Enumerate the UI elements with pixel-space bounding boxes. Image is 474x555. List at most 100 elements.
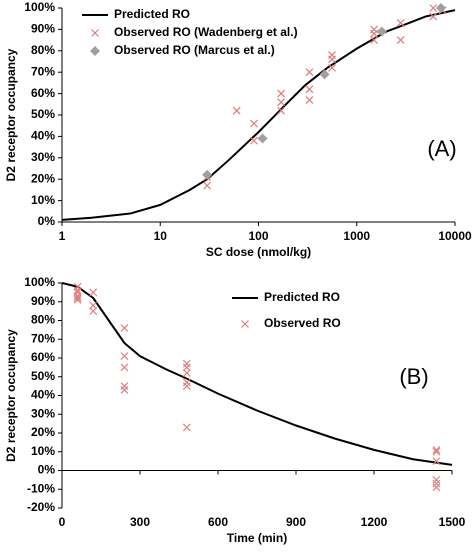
x-tick-label: 600 bbox=[208, 515, 228, 529]
data-point bbox=[202, 169, 213, 180]
data-point bbox=[120, 352, 129, 361]
data-point bbox=[429, 12, 438, 21]
data-point bbox=[182, 363, 191, 372]
y-tick-label: 60% bbox=[31, 86, 55, 100]
data-point bbox=[203, 181, 212, 190]
x-tick-label: 1000 bbox=[343, 229, 370, 243]
data-point bbox=[432, 483, 441, 492]
y-tick-label: 0% bbox=[38, 463, 56, 477]
data-point bbox=[305, 68, 314, 77]
y-tick-label: -20% bbox=[27, 500, 55, 514]
data-point bbox=[328, 63, 336, 72]
data-point bbox=[370, 36, 378, 45]
data-point bbox=[432, 445, 441, 454]
legend-label: Observed RO bbox=[264, 316, 341, 330]
y-tick-label: 40% bbox=[31, 129, 55, 143]
data-point bbox=[396, 19, 405, 27]
data-point bbox=[182, 369, 191, 377]
x-tick-label: 900 bbox=[286, 515, 306, 529]
x-tick-label: 1500 bbox=[439, 515, 466, 529]
data-point bbox=[73, 288, 82, 297]
data-point bbox=[305, 85, 314, 94]
data-point bbox=[277, 106, 286, 115]
panel-label: (B) bbox=[399, 364, 428, 389]
y-tick-label: 0% bbox=[38, 214, 56, 228]
y-tick-label: 70% bbox=[31, 331, 55, 345]
data-point bbox=[120, 382, 129, 391]
x-tick-label: 1 bbox=[59, 229, 66, 243]
data-point bbox=[257, 133, 268, 144]
legend-swatch bbox=[241, 320, 249, 328]
y-tick-label: 90% bbox=[31, 294, 55, 308]
y-tick-label: 90% bbox=[31, 22, 55, 36]
data-point bbox=[73, 295, 82, 304]
data-point bbox=[232, 106, 241, 115]
data-point bbox=[89, 301, 98, 310]
y-tick-label: 50% bbox=[31, 369, 55, 383]
panel-label: (A) bbox=[427, 136, 456, 161]
legend-label: Predicted RO bbox=[264, 290, 340, 304]
legend-label: Predicted RO bbox=[114, 7, 190, 21]
legend-label: Observed RO (Marcus et al.) bbox=[114, 43, 275, 57]
data-point bbox=[277, 98, 286, 107]
data-point bbox=[396, 36, 405, 45]
y-tick-label: -10% bbox=[27, 481, 55, 495]
data-point bbox=[429, 4, 438, 12]
data-point bbox=[432, 475, 441, 484]
data-point bbox=[432, 447, 441, 456]
data-point bbox=[370, 25, 378, 34]
x-tick-label: 1200 bbox=[361, 515, 388, 529]
y-tick-label: 20% bbox=[31, 425, 55, 439]
data-point bbox=[73, 286, 82, 295]
data-point bbox=[432, 457, 441, 466]
data-point bbox=[120, 385, 129, 394]
data-point bbox=[89, 307, 98, 316]
data-point bbox=[73, 292, 82, 301]
y-tick-label: 70% bbox=[31, 64, 55, 78]
data-point bbox=[305, 96, 314, 104]
y-tick-label: 10% bbox=[31, 444, 55, 458]
y-tick-label: 80% bbox=[31, 313, 55, 327]
y-tick-label: 30% bbox=[31, 150, 55, 164]
data-point bbox=[182, 382, 191, 391]
data-point bbox=[250, 136, 258, 145]
data-point bbox=[432, 479, 441, 488]
data-point bbox=[73, 294, 82, 302]
data-point bbox=[376, 26, 387, 37]
y-axis-label: D2 receptor occupancy bbox=[4, 329, 18, 462]
data-point bbox=[120, 363, 129, 372]
y-tick-label: 20% bbox=[31, 171, 55, 185]
data-point bbox=[73, 282, 82, 291]
x-axis-label: SC dose (nmol/kg) bbox=[206, 245, 311, 259]
legend-swatch bbox=[90, 46, 100, 56]
y-tick-label: 60% bbox=[31, 350, 55, 364]
predicted-line bbox=[61, 282, 453, 466]
legend-label: Observed RO (Wadenberg et al.) bbox=[114, 25, 298, 39]
y-axis-label: D2 receptor occupancy bbox=[4, 48, 18, 181]
y-tick-label: 100% bbox=[24, 275, 55, 289]
predicted-line bbox=[61, 9, 456, 221]
y-tick-label: 100% bbox=[24, 0, 55, 14]
data-point bbox=[182, 359, 191, 368]
x-tick-label: 0 bbox=[59, 515, 66, 529]
x-tick-label: 100 bbox=[248, 229, 268, 243]
data-point bbox=[435, 3, 446, 13]
legend-swatch bbox=[91, 29, 99, 37]
y-tick-label: 80% bbox=[31, 43, 55, 57]
data-point bbox=[250, 119, 258, 128]
x-tick-label: 10 bbox=[154, 229, 168, 243]
data-point bbox=[120, 324, 129, 332]
data-point bbox=[182, 423, 191, 432]
x-axis-label: Time (min) bbox=[227, 531, 287, 545]
data-point bbox=[328, 51, 336, 60]
y-tick-label: 50% bbox=[31, 107, 55, 121]
data-point bbox=[319, 69, 330, 80]
x-tick-label: 300 bbox=[130, 515, 150, 529]
data-point bbox=[89, 288, 98, 297]
y-tick-label: 30% bbox=[31, 406, 55, 420]
x-tick-label: 10000 bbox=[438, 229, 472, 243]
data-point bbox=[182, 378, 191, 387]
y-tick-label: 10% bbox=[31, 193, 55, 207]
data-point bbox=[277, 89, 286, 98]
